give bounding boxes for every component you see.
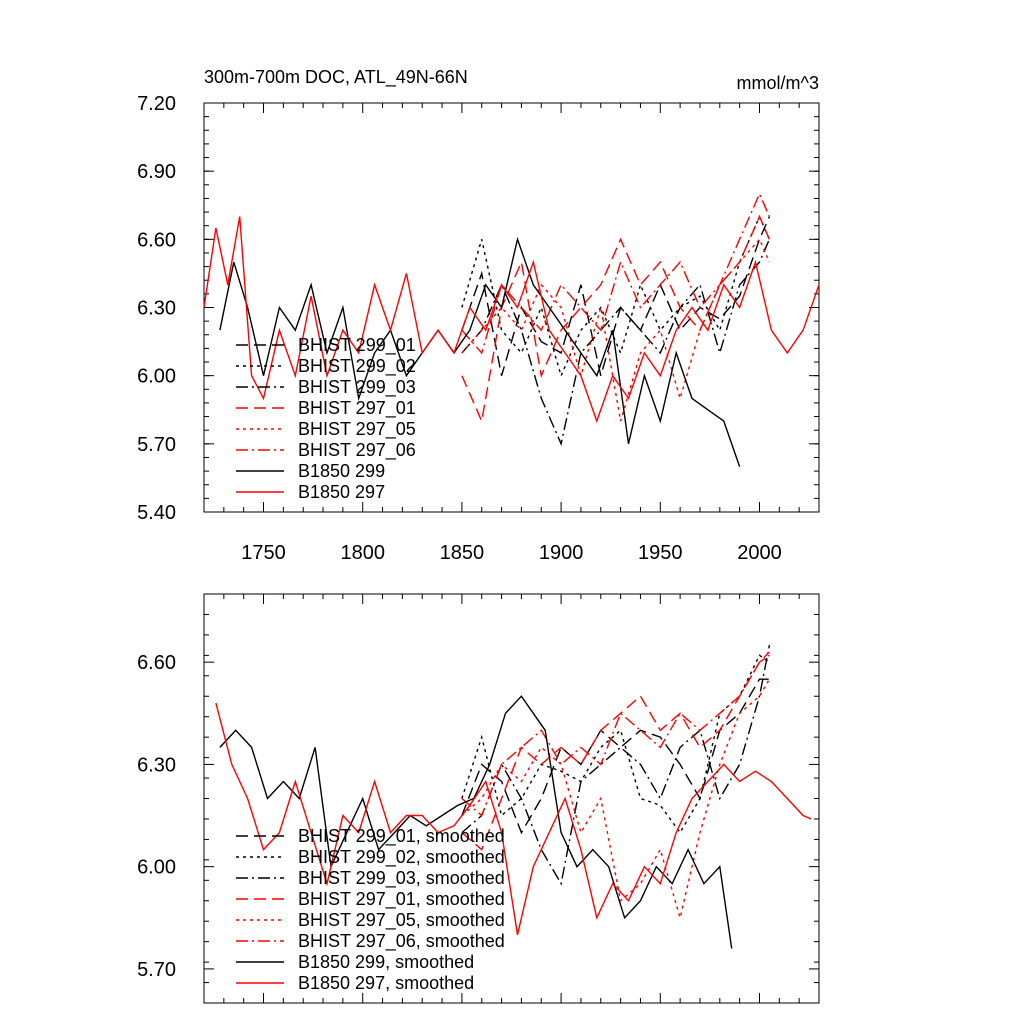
top-chart-title: 300m-700m DOC, ATL_49N-66N [204, 67, 468, 88]
y-tick-label: 6.60 [137, 652, 176, 674]
x-tick-label: 1950 [638, 542, 683, 564]
series-line-5 [461, 654, 770, 817]
y-tick-label: 5.70 [137, 959, 176, 981]
legend-label: BHIST 299_01 [298, 335, 416, 356]
legend-label: BHIST 299_02, smoothed [298, 847, 505, 868]
series-line-6 [219, 695, 733, 949]
top-axis-ticks: 5.40 5.70 6.00 6.30 6.60 6.90 7.20 1750 1800 1850… [137, 93, 820, 564]
bottom-series-lines [215, 644, 812, 949]
x-tick-label: 2000 [737, 542, 782, 564]
legend-label: BHIST 299_03 [298, 377, 416, 398]
legend-label: BHIST 297_05, smoothed [298, 910, 505, 931]
series-line-1 [461, 654, 770, 834]
series-line-7 [215, 702, 812, 935]
y-tick-label: 6.00 [137, 857, 176, 879]
series-line-6 [219, 236, 741, 467]
series-line-2 [461, 644, 771, 886]
top-series-lines [203, 192, 820, 467]
bottom-axis-ticks: 5.70 6.00 6.30 6.60 [137, 593, 820, 1004]
series-line-2 [461, 239, 771, 447]
legend-label: B1850 297 [298, 482, 385, 502]
y-tick-label: 6.00 [137, 366, 176, 388]
y-tick-label: 7.20 [137, 93, 176, 115]
legend-label: BHIST 297_01, smoothed [298, 889, 505, 910]
top-panel: 300m-700m DOC, ATL_49N-66N mmol/m^3 5.40… [137, 67, 820, 564]
legend-label: BHIST 297_01 [298, 398, 416, 419]
series-line-4 [461, 238, 771, 422]
y-tick-label: 5.70 [137, 434, 176, 456]
y-tick-label: 6.90 [137, 161, 176, 183]
legend-label: BHIST 299_01, smoothed [298, 826, 505, 847]
x-tick-label: 1750 [241, 542, 286, 564]
series-line-3 [461, 214, 771, 424]
series-line-7 [203, 216, 820, 424]
series-line-4 [461, 678, 771, 921]
x-tick-label: 1850 [440, 542, 485, 564]
legend-label: B1850 297, smoothed [298, 973, 474, 993]
y-tick-label: 6.30 [137, 298, 176, 320]
series-line-0 [461, 678, 770, 835]
legend-label: BHIST 297_06 [298, 440, 416, 461]
x-tick-label: 1900 [539, 542, 584, 564]
legend-label: B1850 299 [298, 461, 385, 481]
y-tick-label: 5.40 [137, 502, 176, 524]
legend-label: BHIST 299_02 [298, 356, 416, 377]
top-units-label: mmol/m^3 [737, 73, 819, 93]
x-tick-label: 1800 [340, 542, 385, 564]
bottom-panel: 5.706.006.306.60 BHIST 299_01, smoothedB… [137, 593, 820, 1004]
series-line-5 [461, 192, 771, 355]
series-line-3 [461, 651, 770, 851]
legend-label: BHIST 297_05 [298, 419, 416, 440]
y-tick-label: 6.60 [137, 229, 176, 251]
legend-label: BHIST 297_06, smoothed [298, 931, 505, 952]
legend-label: B1850 299, smoothed [298, 952, 474, 972]
y-tick-label: 6.30 [137, 754, 176, 776]
series-line-1 [461, 214, 771, 378]
legend-label: BHIST 299_03, smoothed [298, 868, 505, 889]
bottom-plot-frame [203, 593, 820, 1004]
